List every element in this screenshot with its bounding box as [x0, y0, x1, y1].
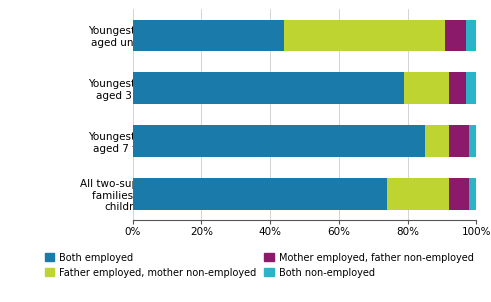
- Bar: [133, 20, 284, 51]
- Bar: [449, 125, 469, 157]
- Bar: [404, 72, 449, 104]
- Bar: [387, 178, 449, 210]
- Bar: [133, 178, 387, 210]
- Bar: [469, 125, 476, 157]
- Bar: [425, 125, 449, 157]
- Legend: Both employed, Father employed, mother non-employed, Mother employed, father non: Both employed, Father employed, mother n…: [45, 253, 474, 278]
- Bar: [449, 72, 466, 104]
- Bar: [469, 178, 476, 210]
- Bar: [445, 20, 466, 51]
- Bar: [284, 20, 445, 51]
- Bar: [449, 178, 469, 210]
- Bar: [133, 125, 425, 157]
- Bar: [133, 72, 404, 104]
- Bar: [466, 72, 476, 104]
- Bar: [466, 20, 476, 51]
